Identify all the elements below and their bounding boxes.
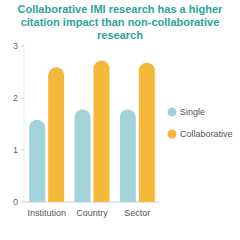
bar [120, 109, 136, 202]
chart: 0 1 2 3 Institution Country Sector Single Collab… [0, 0, 240, 240]
bar [29, 120, 45, 202]
x-tick-label: Sector [124, 208, 150, 218]
legend-swatch [168, 130, 177, 139]
y-tick [21, 98, 24, 99]
y-tick [21, 202, 24, 203]
y-axis-line [24, 46, 25, 202]
bar [75, 109, 91, 202]
y-tick-label: 1 [13, 145, 18, 155]
bar [48, 67, 64, 202]
y-tick-label: 0 [13, 197, 18, 207]
bar [94, 61, 110, 202]
bar [139, 63, 155, 202]
legend-label: Collaborative [180, 129, 233, 139]
bars [29, 61, 155, 202]
x-tick-label: Institution [27, 208, 66, 218]
y-tick [21, 150, 24, 151]
legend-label: Single [180, 107, 205, 117]
legend-swatch [168, 108, 177, 117]
y-tick [21, 46, 24, 47]
y-tick-label: 3 [13, 41, 18, 51]
chart-title: Collaborative IMI research has a higher … [4, 3, 236, 42]
x-tick-label: Country [76, 208, 108, 218]
y-tick-label: 2 [13, 93, 18, 103]
